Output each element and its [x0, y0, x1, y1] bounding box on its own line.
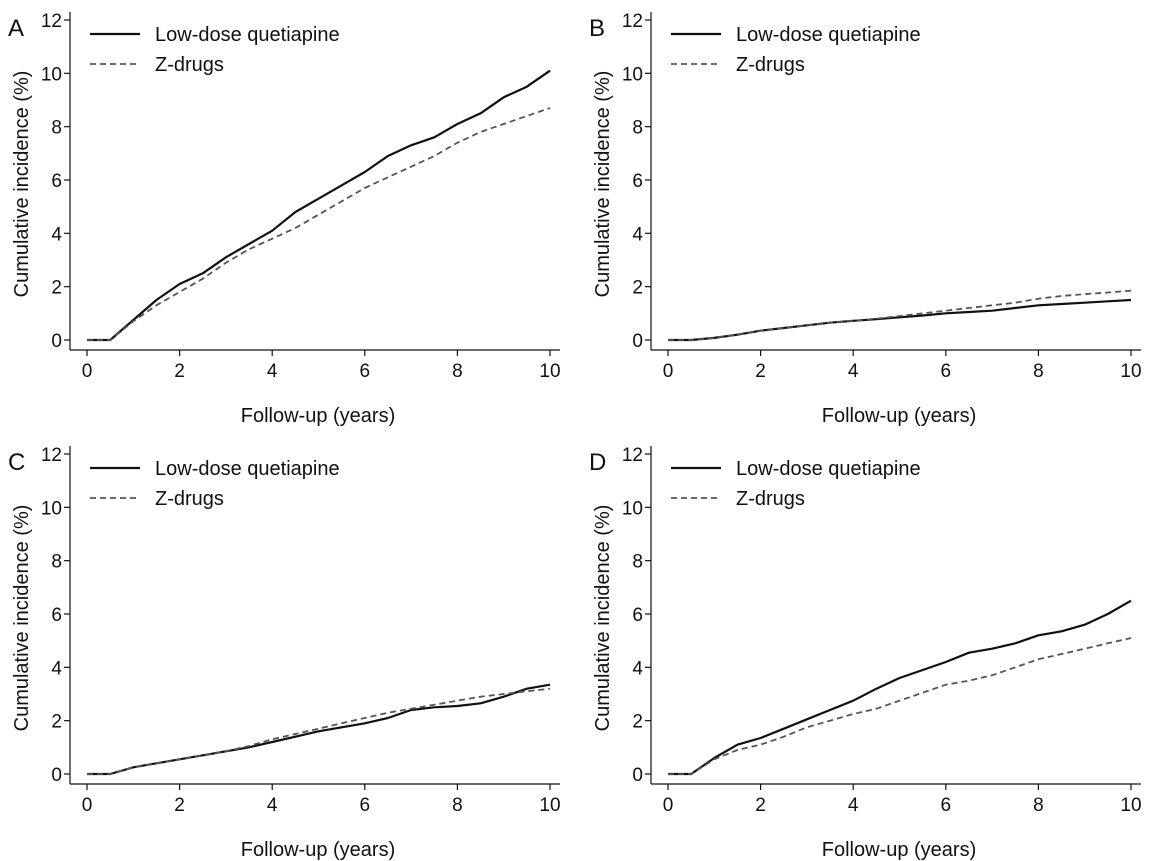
y-tick-label: 10 [41, 64, 62, 85]
y-tick-label: 6 [51, 605, 62, 626]
x-axis-title: Follow-up (years) [241, 839, 395, 861]
y-tick-label: 2 [632, 712, 643, 733]
y-tick-label: 2 [632, 278, 643, 299]
x-tick-label: 10 [539, 795, 560, 816]
x-tick-label: 10 [1120, 795, 1141, 816]
legend-label: Low-dose quetiapine [736, 24, 921, 46]
y-tick-label: 6 [632, 171, 643, 192]
y-tick-label: 12 [41, 445, 62, 466]
y-tick-label: 6 [51, 171, 62, 192]
y-tick-label: 0 [632, 765, 643, 786]
series-line-z-drugs [668, 637, 1132, 775]
y-tick-label: 6 [632, 605, 643, 626]
x-tick-label: 4 [848, 361, 859, 382]
x-tick-label: 10 [539, 361, 560, 382]
legend-label: Z-drugs [155, 54, 224, 76]
x-tick-label: 0 [663, 361, 674, 382]
y-tick-label: 12 [41, 11, 62, 32]
series-line-low-dose-quetiapine [668, 599, 1132, 776]
y-tick-label: 10 [622, 498, 643, 519]
x-tick-label: 8 [452, 795, 463, 816]
x-axis-title: Follow-up (years) [822, 405, 976, 427]
legend-label: Z-drugs [736, 54, 805, 76]
panel-label: A [8, 15, 24, 42]
x-tick-label: 6 [360, 361, 371, 382]
x-tick-label: 4 [848, 795, 859, 816]
x-tick-label: 0 [82, 361, 93, 382]
y-tick-label: 10 [622, 64, 643, 85]
y-tick-label: 0 [51, 765, 62, 786]
y-tick-label: 0 [632, 331, 643, 352]
x-tick-label: 0 [663, 795, 674, 816]
x-tick-label: 4 [267, 795, 278, 816]
x-tick-label: 2 [755, 795, 766, 816]
panel-label: B [589, 15, 605, 42]
y-axis-title: Cumulative incidence (%) [11, 71, 33, 298]
y-tick-label: 0 [51, 331, 62, 352]
x-tick-label: 8 [1033, 795, 1044, 816]
x-axis-title: Follow-up (years) [241, 405, 395, 427]
x-tick-label: 0 [82, 795, 93, 816]
panel-a: A 0 2 4 6 8 10 12 0 2 4 6 8 10 Follow-up (years) Cumula… [8, 11, 561, 427]
x-tick-label: 2 [174, 361, 185, 382]
legend-label: Low-dose quetiapine [155, 24, 340, 46]
x-axis-title: Follow-up (years) [822, 839, 976, 861]
x-tick-label: 2 [174, 795, 185, 816]
y-tick-label: 8 [51, 552, 62, 573]
y-tick-label: 8 [632, 552, 643, 573]
y-tick-label: 4 [51, 224, 62, 245]
y-tick-label: 4 [632, 224, 643, 245]
y-tick-label: 12 [622, 11, 643, 32]
legend-label: Z-drugs [155, 488, 224, 510]
series-line-z-drugs [87, 687, 551, 775]
x-tick-label: 6 [360, 795, 371, 816]
series-line-low-dose-quetiapine [87, 69, 551, 342]
panel-c: C 0 2 4 6 8 10 12 0 2 4 6 8 10 Follow-up (years) Cumula… [8, 445, 561, 861]
x-tick-label: 6 [941, 361, 952, 382]
panel-label: C [8, 449, 25, 476]
x-tick-label: 6 [941, 795, 952, 816]
y-tick-label: 2 [51, 712, 62, 733]
y-tick-label: 8 [51, 118, 62, 139]
legend-label: Low-dose quetiapine [736, 458, 921, 480]
legend-label: Z-drugs [736, 488, 805, 510]
y-tick-label: 12 [622, 445, 643, 466]
legend-label: Low-dose quetiapine [155, 458, 340, 480]
series-line-z-drugs [668, 289, 1132, 341]
y-tick-label: 4 [632, 658, 643, 679]
y-axis-title: Cumulative incidence (%) [592, 71, 614, 298]
y-axis-title: Cumulative incidence (%) [11, 505, 33, 732]
panel-b: B 0 2 4 6 8 10 12 0 2 4 6 8 10 Follow-up (years) Cumula… [589, 11, 1142, 427]
series-line-low-dose-quetiapine [668, 298, 1132, 342]
y-tick-label: 8 [632, 118, 643, 139]
x-tick-label: 2 [755, 361, 766, 382]
x-tick-label: 4 [267, 361, 278, 382]
panel-d: D 0 2 4 6 8 10 12 0 2 4 6 8 10 Follow-up (years) Cumula… [589, 445, 1142, 861]
y-tick-label: 2 [51, 278, 62, 299]
y-axis-title: Cumulative incidence (%) [592, 505, 614, 732]
x-tick-label: 10 [1120, 361, 1141, 382]
x-tick-label: 8 [1033, 361, 1044, 382]
x-tick-label: 8 [452, 361, 463, 382]
series-line-low-dose-quetiapine [87, 683, 551, 776]
series-line-z-drugs [87, 107, 551, 341]
panel-label: D [589, 449, 606, 476]
y-tick-label: 10 [41, 498, 62, 519]
y-tick-label: 4 [51, 658, 62, 679]
